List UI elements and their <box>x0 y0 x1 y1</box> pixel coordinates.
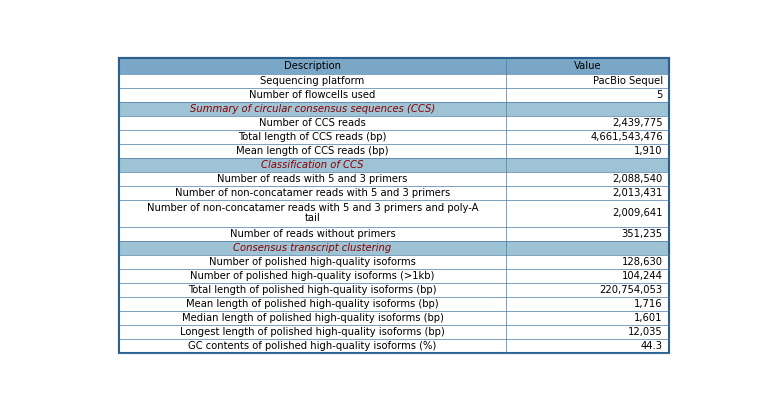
Text: 4,661,543,476: 4,661,543,476 <box>590 132 663 142</box>
Text: 351,235: 351,235 <box>622 229 663 239</box>
Bar <box>118 325 669 339</box>
Text: 2,439,775: 2,439,775 <box>612 118 663 128</box>
Text: Median length of polished high-quality isoforms (bp): Median length of polished high-quality i… <box>182 313 443 323</box>
Bar <box>118 102 669 116</box>
Text: Value: Value <box>574 61 601 71</box>
Text: Total length of CCS reads (bp): Total length of CCS reads (bp) <box>238 132 387 142</box>
Bar <box>118 269 669 283</box>
Text: 5: 5 <box>656 90 663 100</box>
Text: PacBio Sequel: PacBio Sequel <box>593 76 663 86</box>
Text: 104,244: 104,244 <box>622 271 663 281</box>
Text: 220,754,053: 220,754,053 <box>600 285 663 295</box>
Text: Longest length of polished high-quality isoforms (bp): Longest length of polished high-quality … <box>180 327 445 337</box>
Bar <box>118 311 669 325</box>
Text: Summary of circular consensus sequences (CCS): Summary of circular consensus sequences … <box>190 104 435 114</box>
Text: 2,088,540: 2,088,540 <box>613 174 663 183</box>
Bar <box>118 227 669 241</box>
Text: 1,910: 1,910 <box>634 145 663 156</box>
Text: Number of polished high-quality isoforms (>1kb): Number of polished high-quality isoforms… <box>190 271 435 281</box>
Text: Sequencing platform: Sequencing platform <box>261 76 364 86</box>
Bar <box>118 185 669 200</box>
Bar <box>118 241 669 255</box>
Text: Number of polished high-quality isoforms: Number of polished high-quality isoforms <box>209 257 416 267</box>
Text: Consensus transcript clustering: Consensus transcript clustering <box>233 243 392 253</box>
Text: 2,013,431: 2,013,431 <box>613 187 663 198</box>
Text: 1,716: 1,716 <box>634 299 663 309</box>
Text: Mean length of CCS reads (bp): Mean length of CCS reads (bp) <box>236 145 389 156</box>
Text: 1,601: 1,601 <box>634 313 663 323</box>
Text: tail: tail <box>305 213 320 223</box>
Bar <box>118 158 669 172</box>
Text: Classification of CCS: Classification of CCS <box>261 160 364 170</box>
Bar <box>118 255 669 269</box>
Text: Number of non-concatamer reads with 5 and 3 primers and poly-A: Number of non-concatamer reads with 5 an… <box>147 203 478 213</box>
Text: 12,035: 12,035 <box>628 327 663 337</box>
Bar <box>118 339 669 353</box>
Bar <box>118 283 669 297</box>
Bar <box>118 74 669 88</box>
Bar <box>118 130 669 144</box>
Text: 2,009,641: 2,009,641 <box>612 208 663 218</box>
Text: Number of flowcells used: Number of flowcells used <box>249 90 376 100</box>
Bar <box>118 116 669 130</box>
Bar <box>118 88 669 102</box>
Text: Number of reads with 5 and 3 primers: Number of reads with 5 and 3 primers <box>217 174 408 183</box>
Text: Mean length of polished high-quality isoforms (bp): Mean length of polished high-quality iso… <box>186 299 439 309</box>
Bar <box>118 144 669 158</box>
Text: Total length of polished high-quality isoforms (bp): Total length of polished high-quality is… <box>188 285 437 295</box>
Text: Number of non-concatamer reads with 5 and 3 primers: Number of non-concatamer reads with 5 an… <box>175 187 450 198</box>
Text: 44.3: 44.3 <box>641 341 663 351</box>
Text: Description: Description <box>284 61 341 71</box>
Bar <box>118 297 669 311</box>
Text: 128,630: 128,630 <box>622 257 663 267</box>
Text: Number of reads without primers: Number of reads without primers <box>230 229 396 239</box>
Bar <box>118 58 669 74</box>
Bar <box>118 172 669 185</box>
Text: Number of CCS reads: Number of CCS reads <box>259 118 366 128</box>
Bar <box>118 200 669 227</box>
Text: GC contents of polished high-quality isoforms (%): GC contents of polished high-quality iso… <box>189 341 436 351</box>
